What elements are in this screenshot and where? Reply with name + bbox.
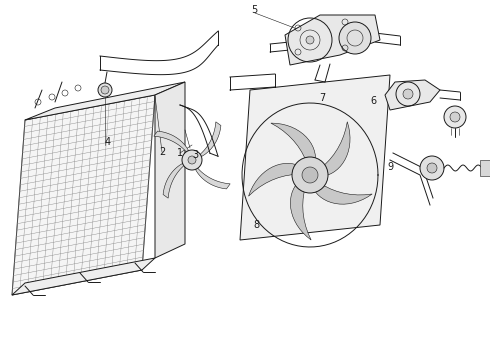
Circle shape bbox=[444, 106, 466, 128]
Polygon shape bbox=[25, 82, 185, 120]
Circle shape bbox=[427, 163, 437, 173]
Text: 8: 8 bbox=[253, 220, 259, 230]
Circle shape bbox=[420, 156, 444, 180]
Circle shape bbox=[339, 22, 371, 54]
Polygon shape bbox=[240, 75, 390, 240]
Polygon shape bbox=[163, 163, 184, 198]
Polygon shape bbox=[200, 122, 221, 157]
Polygon shape bbox=[12, 258, 155, 295]
Circle shape bbox=[302, 167, 318, 183]
Polygon shape bbox=[12, 95, 155, 295]
Circle shape bbox=[292, 157, 328, 193]
Circle shape bbox=[188, 156, 196, 164]
Polygon shape bbox=[155, 82, 185, 258]
Circle shape bbox=[403, 89, 413, 99]
Polygon shape bbox=[316, 186, 372, 204]
Circle shape bbox=[450, 112, 460, 122]
Polygon shape bbox=[480, 160, 490, 176]
Circle shape bbox=[306, 36, 314, 44]
Polygon shape bbox=[248, 163, 295, 196]
Circle shape bbox=[98, 83, 112, 97]
Text: 1: 1 bbox=[177, 148, 183, 158]
Text: 3: 3 bbox=[192, 150, 198, 160]
Polygon shape bbox=[196, 168, 230, 189]
Circle shape bbox=[182, 150, 202, 170]
Text: 4: 4 bbox=[105, 137, 111, 147]
Text: 9: 9 bbox=[387, 162, 393, 172]
Circle shape bbox=[101, 86, 109, 94]
Text: 7: 7 bbox=[319, 93, 325, 103]
Polygon shape bbox=[285, 15, 380, 65]
Text: 5: 5 bbox=[251, 5, 257, 15]
Text: 6: 6 bbox=[370, 96, 376, 106]
Polygon shape bbox=[291, 186, 311, 240]
Polygon shape bbox=[271, 123, 316, 158]
Polygon shape bbox=[154, 131, 189, 152]
Polygon shape bbox=[385, 80, 440, 110]
Text: 2: 2 bbox=[159, 147, 165, 157]
Polygon shape bbox=[325, 122, 350, 175]
